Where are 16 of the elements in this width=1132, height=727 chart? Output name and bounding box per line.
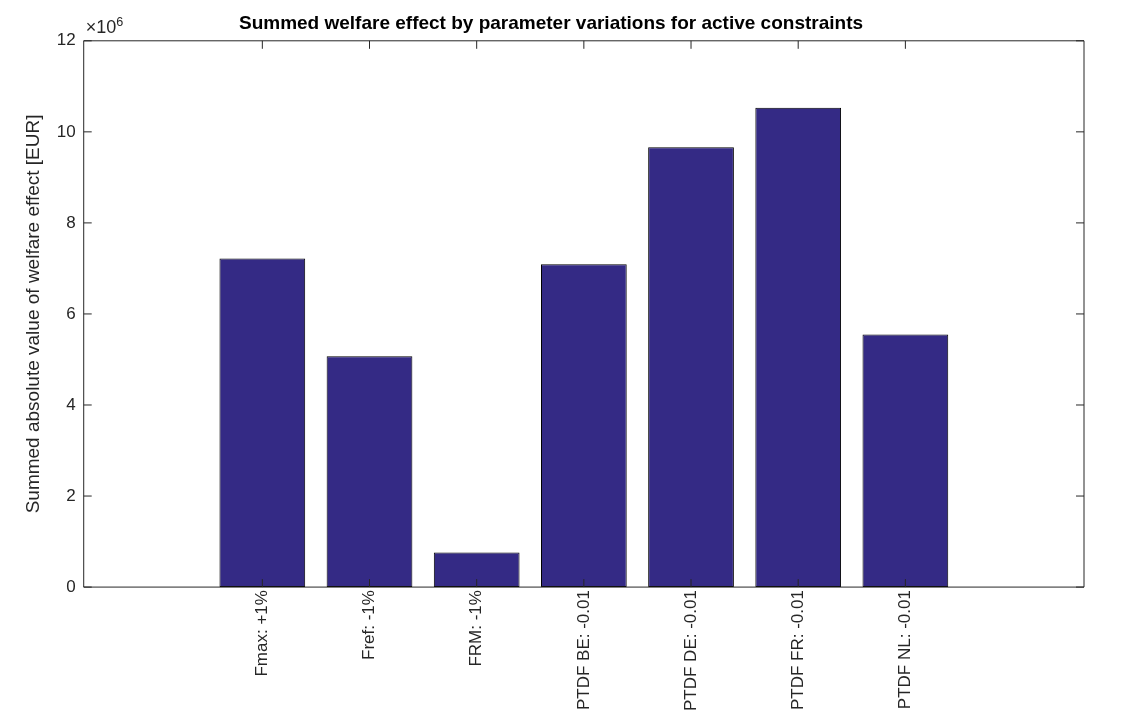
y-axis-title: Summed absolute value of welfare effect [EUR] <box>21 114 43 514</box>
x-tick-label: PTDF DE: -0.01 <box>680 590 700 711</box>
y-tick-label: 10 <box>56 121 76 141</box>
x-tick-label: PTDF NL: -0.01 <box>895 590 915 710</box>
y-tick-label: 12 <box>56 30 76 50</box>
x-tick-label: FRM: -1% <box>466 590 486 667</box>
x-tick-label: Fmax: +1% <box>252 590 272 677</box>
x-tick-label: PTDF FR: -0.01 <box>787 590 807 711</box>
chart-title: Summed welfare effect by parameter variations for active constraints <box>238 11 864 33</box>
y-tick-label: 4 <box>66 394 76 414</box>
y-tick-label: 0 <box>66 576 76 596</box>
y-tick-label: 8 <box>66 212 76 232</box>
x-tick-label: Fref: -1% <box>359 590 379 660</box>
y-tick-label: 2 <box>66 485 76 505</box>
x-tick-label: PTDF BE: -0.01 <box>573 590 593 711</box>
y-tick-label: 6 <box>66 303 76 323</box>
